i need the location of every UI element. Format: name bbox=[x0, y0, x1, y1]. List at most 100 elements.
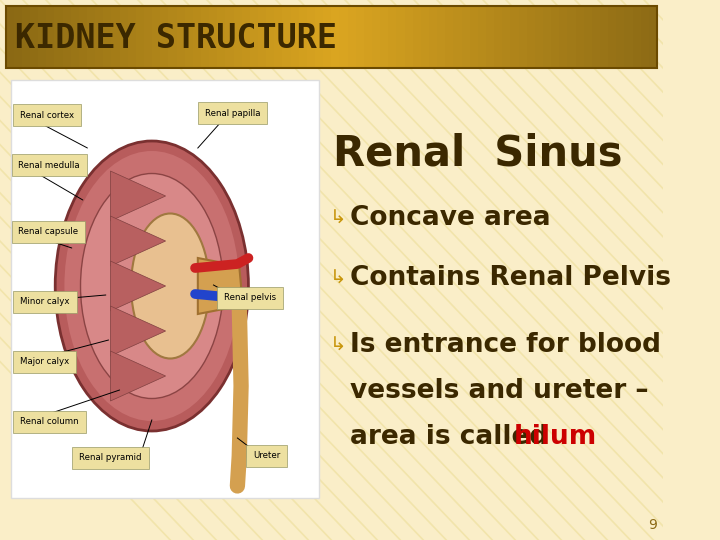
Bar bbox=[193, 6, 202, 68]
Bar bbox=[136, 6, 145, 68]
Bar bbox=[78, 6, 87, 68]
Text: Minor calyx: Minor calyx bbox=[20, 298, 70, 307]
Bar bbox=[274, 6, 283, 68]
Ellipse shape bbox=[131, 213, 210, 359]
Bar bbox=[624, 6, 633, 68]
Bar bbox=[201, 6, 210, 68]
Bar bbox=[527, 6, 535, 68]
Bar bbox=[535, 6, 544, 68]
Bar bbox=[364, 6, 372, 68]
Bar bbox=[168, 6, 177, 68]
Bar bbox=[242, 6, 251, 68]
Bar bbox=[445, 6, 454, 68]
Bar bbox=[420, 6, 429, 68]
Text: Major calyx: Major calyx bbox=[20, 357, 70, 367]
Bar bbox=[11, 80, 319, 498]
Bar bbox=[299, 6, 307, 68]
Bar bbox=[127, 6, 136, 68]
Bar bbox=[323, 6, 332, 68]
Bar bbox=[608, 6, 617, 68]
Bar bbox=[592, 6, 600, 68]
Bar bbox=[494, 6, 503, 68]
Bar bbox=[633, 6, 641, 68]
Bar bbox=[103, 6, 112, 68]
Bar bbox=[616, 6, 625, 68]
Bar bbox=[55, 6, 63, 68]
Text: Renal papilla: Renal papilla bbox=[205, 109, 261, 118]
Bar bbox=[437, 6, 446, 68]
Bar bbox=[429, 6, 438, 68]
Ellipse shape bbox=[55, 141, 248, 431]
Bar bbox=[307, 6, 315, 68]
Bar bbox=[348, 6, 356, 68]
Bar bbox=[282, 6, 291, 68]
Bar bbox=[233, 6, 242, 68]
Text: KIDNEY STRUCTURE: KIDNEY STRUCTURE bbox=[14, 23, 337, 56]
Bar bbox=[63, 6, 71, 68]
Ellipse shape bbox=[81, 173, 223, 399]
Text: ↳: ↳ bbox=[330, 335, 346, 354]
Bar bbox=[46, 6, 55, 68]
Polygon shape bbox=[198, 258, 241, 314]
Bar bbox=[95, 6, 104, 68]
Text: ↳: ↳ bbox=[330, 208, 346, 227]
Bar bbox=[161, 6, 169, 68]
Bar bbox=[144, 6, 153, 68]
Polygon shape bbox=[110, 171, 166, 221]
Bar bbox=[567, 6, 576, 68]
Bar bbox=[291, 6, 299, 68]
Text: ↳: ↳ bbox=[330, 268, 346, 287]
Bar bbox=[258, 6, 266, 68]
Polygon shape bbox=[110, 261, 166, 311]
Bar bbox=[38, 6, 47, 68]
Bar bbox=[518, 6, 527, 68]
Bar bbox=[462, 6, 470, 68]
Bar bbox=[649, 6, 657, 68]
Bar bbox=[388, 6, 397, 68]
Bar bbox=[87, 6, 96, 68]
Text: Concave area: Concave area bbox=[350, 205, 550, 231]
Bar bbox=[266, 6, 275, 68]
Bar bbox=[380, 6, 389, 68]
Text: area is called: area is called bbox=[350, 424, 557, 450]
Ellipse shape bbox=[64, 151, 239, 421]
Bar bbox=[339, 6, 348, 68]
Text: Is entrance for blood: Is entrance for blood bbox=[350, 332, 661, 358]
Bar bbox=[584, 6, 593, 68]
Bar bbox=[551, 6, 559, 68]
Bar bbox=[372, 6, 381, 68]
Bar bbox=[176, 6, 185, 68]
Bar bbox=[217, 6, 226, 68]
Text: Renal capsule: Renal capsule bbox=[19, 227, 78, 237]
Polygon shape bbox=[110, 351, 166, 401]
Bar bbox=[71, 6, 79, 68]
Bar bbox=[6, 6, 657, 68]
Bar bbox=[14, 6, 22, 68]
Text: Ureter: Ureter bbox=[253, 451, 281, 461]
Bar bbox=[469, 6, 478, 68]
Bar bbox=[30, 6, 39, 68]
Text: Renal medulla: Renal medulla bbox=[19, 160, 80, 170]
Polygon shape bbox=[110, 306, 166, 356]
Bar bbox=[503, 6, 511, 68]
Bar bbox=[112, 6, 120, 68]
Bar bbox=[559, 6, 568, 68]
Text: Renal pelvis: Renal pelvis bbox=[224, 294, 276, 302]
Bar bbox=[152, 6, 161, 68]
Text: Renal  Sinus: Renal Sinus bbox=[333, 132, 623, 174]
Bar bbox=[250, 6, 258, 68]
Bar bbox=[575, 6, 584, 68]
Bar bbox=[405, 6, 413, 68]
Bar bbox=[120, 6, 128, 68]
Bar bbox=[209, 6, 217, 68]
Bar bbox=[6, 6, 14, 68]
Bar bbox=[600, 6, 608, 68]
Bar bbox=[510, 6, 519, 68]
Bar bbox=[543, 6, 552, 68]
Text: Renal pyramid: Renal pyramid bbox=[79, 454, 142, 462]
Bar bbox=[486, 6, 495, 68]
Bar bbox=[22, 6, 30, 68]
Bar bbox=[184, 6, 193, 68]
Text: vessels and ureter –: vessels and ureter – bbox=[350, 378, 648, 404]
Text: Renal column: Renal column bbox=[20, 417, 79, 427]
